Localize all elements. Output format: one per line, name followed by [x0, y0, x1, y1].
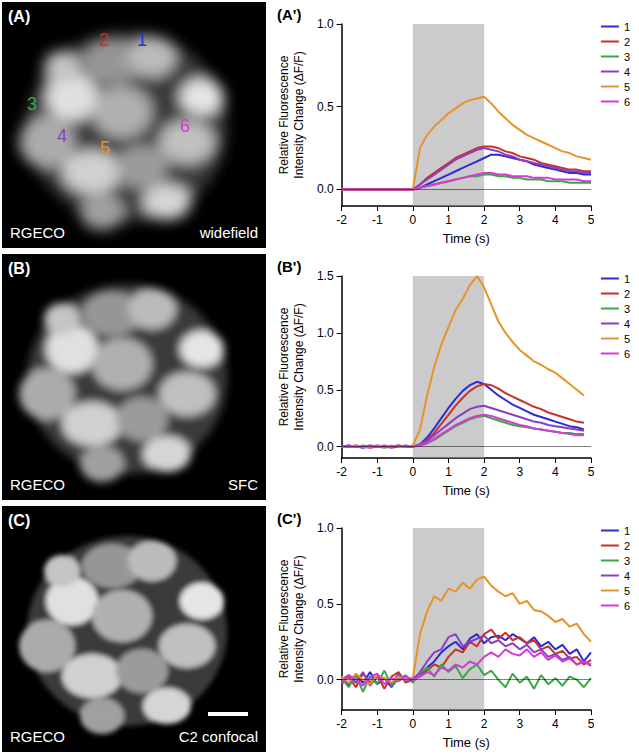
svg-text:4: 4 — [552, 717, 559, 731]
svg-text:0.0: 0.0 — [317, 182, 334, 196]
svg-text:3: 3 — [624, 555, 630, 567]
svg-text:C2 confocal: C2 confocal — [179, 728, 258, 745]
svg-text:4: 4 — [624, 66, 630, 78]
svg-text:5: 5 — [588, 213, 595, 227]
svg-text:Intensity Change (ΔF/F): Intensity Change (ΔF/F) — [292, 51, 306, 178]
svg-text:-1: -1 — [372, 717, 383, 731]
svg-text:1: 1 — [624, 273, 630, 285]
svg-text:Intensity Change (ΔF/F): Intensity Change (ΔF/F) — [292, 303, 306, 430]
svg-text:RGECO: RGECO — [10, 224, 65, 241]
svg-text:3: 3 — [624, 303, 630, 315]
svg-text:4: 4 — [57, 126, 67, 146]
svg-text:Time (s): Time (s) — [443, 231, 490, 246]
svg-text:5: 5 — [624, 585, 630, 597]
svg-text:2: 2 — [481, 465, 488, 479]
svg-text:Time (s): Time (s) — [443, 483, 490, 498]
svg-text:-1: -1 — [372, 465, 383, 479]
svg-text:(C'): (C') — [277, 510, 301, 527]
svg-text:widefield: widefield — [199, 224, 258, 241]
svg-text:6: 6 — [180, 116, 190, 136]
svg-text:2: 2 — [624, 540, 630, 552]
svg-text:(B): (B) — [8, 260, 30, 277]
svg-text:5: 5 — [624, 81, 630, 93]
svg-text:-2: -2 — [336, 465, 347, 479]
svg-text:3: 3 — [516, 213, 523, 227]
svg-text:0: 0 — [410, 717, 417, 731]
svg-text:RGECO: RGECO — [10, 476, 65, 493]
svg-text:1.0: 1.0 — [317, 17, 334, 31]
svg-text:2: 2 — [624, 288, 630, 300]
svg-text:5: 5 — [624, 333, 630, 345]
svg-text:0.5: 0.5 — [317, 100, 334, 114]
svg-text:0: 0 — [410, 465, 417, 479]
svg-text:2: 2 — [481, 717, 488, 731]
svg-text:1: 1 — [445, 717, 452, 731]
svg-text:0.5: 0.5 — [317, 597, 334, 611]
svg-text:3: 3 — [27, 94, 37, 114]
svg-text:1: 1 — [445, 465, 452, 479]
svg-text:4: 4 — [552, 213, 559, 227]
svg-text:4: 4 — [552, 465, 559, 479]
svg-text:2: 2 — [481, 213, 488, 227]
svg-text:RGECO: RGECO — [10, 728, 65, 745]
svg-text:3: 3 — [516, 465, 523, 479]
svg-text:Time (s): Time (s) — [443, 735, 490, 750]
svg-text:1.5: 1.5 — [317, 269, 334, 283]
svg-text:3: 3 — [516, 717, 523, 731]
svg-text:1.0: 1.0 — [317, 326, 334, 340]
svg-text:1: 1 — [137, 30, 147, 50]
svg-text:6: 6 — [624, 96, 630, 108]
svg-text:1: 1 — [445, 213, 452, 227]
svg-text:-1: -1 — [372, 213, 383, 227]
svg-text:4: 4 — [624, 318, 630, 330]
svg-text:(A): (A) — [8, 8, 30, 25]
svg-text:SFC: SFC — [228, 476, 258, 493]
svg-text:Intensity Change (ΔF/F): Intensity Change (ΔF/F) — [292, 555, 306, 682]
svg-text:1.0: 1.0 — [317, 521, 334, 535]
svg-text:-2: -2 — [336, 717, 347, 731]
svg-text:(C): (C) — [8, 512, 30, 529]
svg-text:3: 3 — [624, 51, 630, 63]
svg-text:Relative Fluorescence: Relative Fluorescence — [277, 55, 291, 174]
svg-text:2: 2 — [99, 30, 109, 50]
svg-text:6: 6 — [624, 348, 630, 360]
svg-text:(B'): (B') — [277, 258, 301, 275]
svg-text:1: 1 — [624, 21, 630, 33]
svg-text:0.5: 0.5 — [317, 383, 334, 397]
svg-text:5: 5 — [588, 717, 595, 731]
svg-text:-2: -2 — [336, 213, 347, 227]
svg-text:2: 2 — [624, 36, 630, 48]
svg-text:5: 5 — [100, 138, 110, 158]
svg-text:Relative Fluorescence: Relative Fluorescence — [277, 559, 291, 678]
svg-text:0.0: 0.0 — [317, 440, 334, 454]
svg-text:1: 1 — [624, 525, 630, 537]
svg-text:6: 6 — [624, 600, 630, 612]
svg-text:0: 0 — [410, 213, 417, 227]
svg-text:(A'): (A') — [277, 6, 301, 23]
svg-text:5: 5 — [588, 465, 595, 479]
svg-text:Relative Fluorescence: Relative Fluorescence — [277, 307, 291, 426]
svg-text:4: 4 — [624, 570, 630, 582]
svg-text:0.0: 0.0 — [317, 673, 334, 687]
